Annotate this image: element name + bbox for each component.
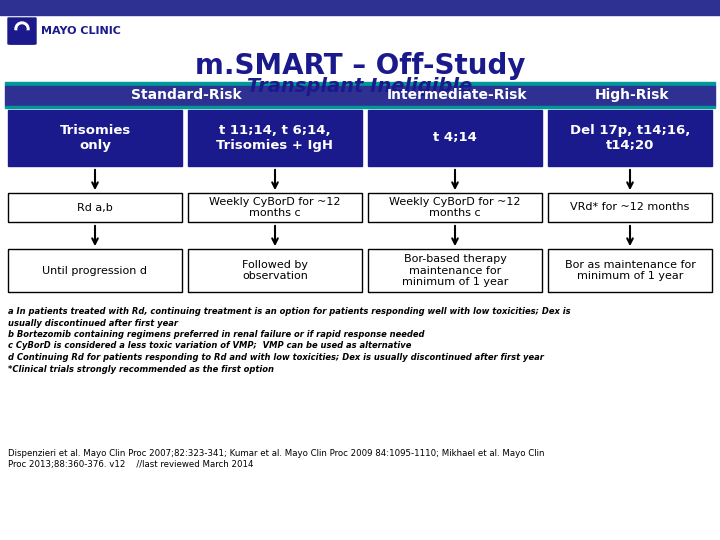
Text: Del 17p, t14;16,
t14;20: Del 17p, t14;16, t14;20 xyxy=(570,124,690,152)
Text: Until progression d: Until progression d xyxy=(42,266,148,275)
Bar xyxy=(548,110,712,166)
Text: Trisomies
only: Trisomies only xyxy=(59,124,130,152)
Bar xyxy=(548,193,712,222)
Bar xyxy=(8,193,182,222)
Text: t 4;14: t 4;14 xyxy=(433,132,477,145)
Text: Proc 2013;88:360-376. v12    //last reviewed March 2014: Proc 2013;88:360-376. v12 //last reviewe… xyxy=(8,460,253,469)
Bar xyxy=(368,249,542,292)
Bar xyxy=(5,82,715,86)
Bar xyxy=(8,110,182,166)
FancyBboxPatch shape xyxy=(10,31,34,44)
Bar xyxy=(0,0,720,15)
Text: MAYO CLINIC: MAYO CLINIC xyxy=(41,26,121,36)
FancyBboxPatch shape xyxy=(8,18,36,44)
Text: *Clinical trials strongly recommended as the first option: *Clinical trials strongly recommended as… xyxy=(8,364,274,374)
Circle shape xyxy=(15,22,29,36)
Bar xyxy=(8,249,182,292)
Text: usually discontinued after first year: usually discontinued after first year xyxy=(8,319,178,327)
Text: Dispenzieri et al. Mayo Clin Proc 2007;82:323-341; Kumar et al. Mayo Clin Proc 2: Dispenzieri et al. Mayo Clin Proc 2007;8… xyxy=(8,449,544,458)
Bar xyxy=(548,249,712,292)
Text: Intermediate-Risk: Intermediate-Risk xyxy=(386,88,527,102)
Text: m.SMART – Off-Study: m.SMART – Off-Study xyxy=(194,52,526,80)
Text: VRd* for ~12 months: VRd* for ~12 months xyxy=(570,202,690,213)
Text: d Continuing Rd for patients responding to Rd and with low toxicities; Dex is us: d Continuing Rd for patients responding … xyxy=(8,353,544,362)
Text: Weekly CyBorD for ~12
months c: Weekly CyBorD for ~12 months c xyxy=(210,197,341,218)
Circle shape xyxy=(18,25,26,33)
Text: Standard-Risk: Standard-Risk xyxy=(131,88,242,102)
Bar xyxy=(5,106,715,108)
Bar xyxy=(5,86,715,106)
Text: t 11;14, t 6;14,
Trisomies + IgH: t 11;14, t 6;14, Trisomies + IgH xyxy=(217,124,333,152)
Text: Bor-based therapy
maintenance for
minimum of 1 year: Bor-based therapy maintenance for minimu… xyxy=(402,254,508,287)
Text: Followed by
observation: Followed by observation xyxy=(242,260,308,281)
Text: Bor as maintenance for
minimum of 1 year: Bor as maintenance for minimum of 1 year xyxy=(564,260,696,281)
Bar xyxy=(188,249,362,292)
Text: c CyBorD is considered a less toxic variation of VMP;  VMP can be used as altern: c CyBorD is considered a less toxic vari… xyxy=(8,341,411,350)
Text: b Bortezomib containing regimens preferred in renal failure or if rapid response: b Bortezomib containing regimens preferr… xyxy=(8,330,425,339)
Bar xyxy=(368,193,542,222)
Bar xyxy=(188,110,362,166)
Text: Weekly CyBorD for ~12
months c: Weekly CyBorD for ~12 months c xyxy=(390,197,521,218)
Text: a In patients treated with Rd, continuing treatment is an option for patients re: a In patients treated with Rd, continuin… xyxy=(8,307,571,316)
Bar xyxy=(368,110,542,166)
Text: Rd a,b: Rd a,b xyxy=(77,202,113,213)
Text: Transplant Ineligible: Transplant Ineligible xyxy=(248,77,472,96)
Bar xyxy=(188,193,362,222)
Text: High-Risk: High-Risk xyxy=(594,88,669,102)
